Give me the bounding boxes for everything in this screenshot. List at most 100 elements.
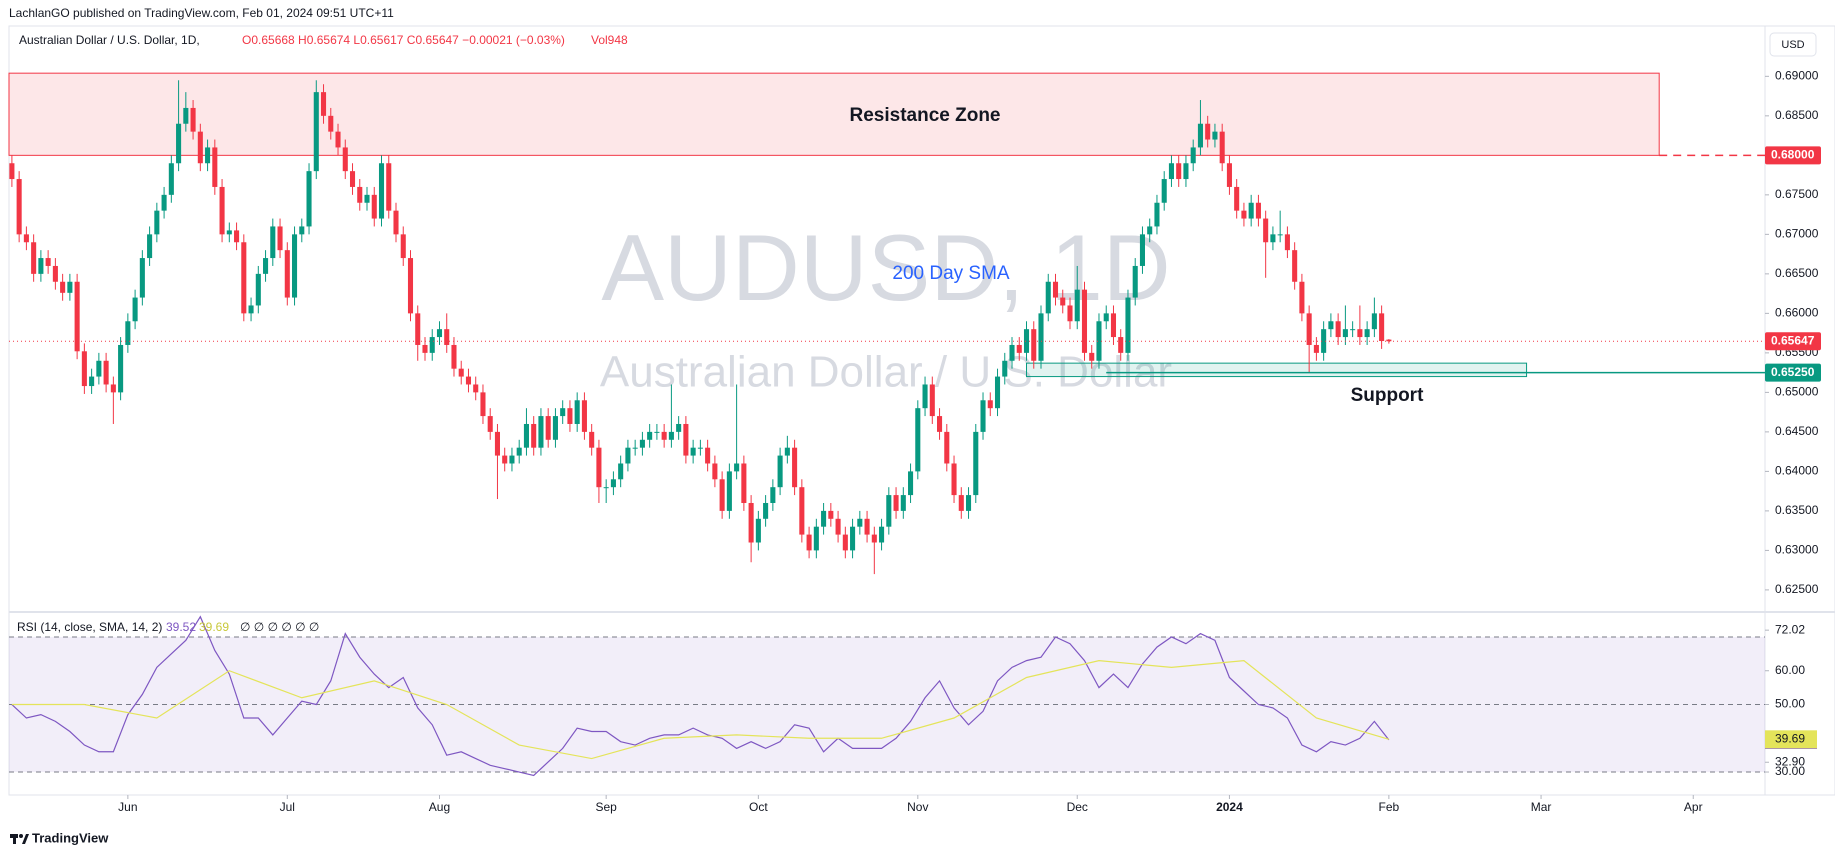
candle-body — [1321, 329, 1327, 353]
candle-body — [734, 463, 740, 472]
candle-body — [1364, 329, 1370, 338]
candle-body — [683, 423, 689, 456]
price-line-box — [1765, 146, 1821, 165]
candle-body — [908, 471, 914, 496]
candle-body — [1125, 297, 1131, 353]
candle-body — [965, 495, 972, 511]
candle-body — [1328, 321, 1334, 330]
candle-body — [16, 179, 22, 235]
candle-body — [451, 344, 457, 369]
candle-body — [1263, 218, 1269, 243]
candle-body — [241, 242, 247, 314]
candle-body — [393, 210, 399, 235]
candle-body — [531, 423, 537, 448]
candle-body — [400, 234, 406, 259]
candle-body — [958, 495, 964, 511]
rsi-ma-legend-value: 39.69 — [199, 620, 229, 634]
candle-body — [871, 534, 877, 543]
candle-body — [110, 384, 116, 393]
candle-body — [654, 431, 660, 433]
y-tick-label: 0.64000 — [1775, 464, 1819, 478]
volume-legend: Vol948 — [591, 33, 628, 47]
candle-body — [610, 479, 616, 488]
candle-body — [81, 351, 87, 387]
candle-body — [386, 163, 392, 211]
candle-body — [176, 123, 182, 164]
candle-body — [741, 463, 747, 503]
candle-body — [552, 416, 558, 440]
candle-body — [270, 226, 276, 259]
currency-button[interactable] — [1769, 32, 1817, 57]
x-tick-label: Nov — [907, 800, 928, 814]
y-tick-label: 0.64500 — [1775, 424, 1819, 438]
brand-name: TradingView — [32, 830, 109, 845]
candle-body — [407, 258, 414, 314]
candle-body — [89, 376, 95, 387]
currency-label[interactable]: USD — [1781, 39, 1804, 51]
candle-body — [1132, 265, 1138, 298]
candle-body — [255, 273, 261, 306]
candle-body — [618, 463, 624, 480]
candle-body — [668, 431, 674, 440]
candle-body — [320, 92, 327, 116]
candle-body — [502, 455, 508, 464]
candle-body — [190, 107, 196, 132]
candle-body — [1270, 234, 1276, 243]
candle-body — [1306, 313, 1312, 345]
candle-body — [234, 230, 240, 243]
candle-body — [118, 344, 124, 393]
candle-body — [226, 230, 232, 235]
rsi-tick-label: 72.02 — [1775, 622, 1805, 636]
symbol-legend: Australian Dollar / U.S. Dollar, 1D, — [19, 33, 200, 47]
candle-body — [1052, 281, 1059, 298]
candle-body — [516, 447, 522, 456]
x-tick-label: Sep — [595, 800, 617, 814]
candle-body — [915, 408, 921, 472]
candle-body — [299, 226, 305, 235]
candle-body — [596, 447, 602, 488]
y-tick-label: 0.68500 — [1775, 108, 1819, 122]
candle-body — [987, 400, 993, 409]
candle-body — [429, 337, 435, 353]
y-tick-label: 0.66500 — [1775, 266, 1819, 280]
candle-body — [1023, 329, 1030, 353]
candle-body — [444, 329, 450, 345]
candle-body — [103, 360, 109, 385]
price-line-box — [1765, 332, 1821, 351]
candle-body — [1248, 202, 1254, 219]
candle-body — [349, 171, 356, 187]
candle-body — [306, 171, 312, 227]
candle-body — [487, 416, 493, 432]
candle-body — [38, 258, 44, 274]
candle-body — [1255, 202, 1261, 219]
candle-body — [263, 258, 269, 274]
candle-body — [292, 234, 298, 298]
candle-body — [23, 234, 29, 243]
candle-body — [712, 463, 718, 480]
ohlc-legend: O0.65668 H0.65674 L0.65617 C0.65647 −0.0… — [242, 33, 565, 47]
candle-body — [1016, 344, 1022, 353]
candle-body — [328, 115, 334, 132]
rsi-tick-label: 32.90 — [1775, 754, 1805, 768]
y-tick-label: 0.67000 — [1775, 227, 1819, 241]
candle-body — [603, 487, 609, 489]
candle-body — [929, 384, 935, 417]
price-line-label: 0.65250 — [1771, 365, 1815, 379]
candle-body — [1139, 234, 1146, 266]
candle-body — [1350, 329, 1356, 331]
candle-body — [523, 423, 529, 448]
candle-body — [473, 384, 479, 393]
candle-body — [1219, 131, 1225, 164]
candle-body — [415, 313, 421, 345]
x-tick-label: Aug — [429, 800, 450, 814]
candle-body — [458, 368, 464, 377]
rsi-line — [11, 615, 1390, 777]
candle-body — [813, 526, 819, 551]
x-tick-label: Apr — [1684, 800, 1703, 814]
candle-body — [850, 526, 856, 551]
candle-body — [1183, 163, 1189, 180]
y-tick-label: 0.69000 — [1775, 69, 1819, 83]
candle-body — [212, 147, 218, 187]
candle-body — [886, 495, 892, 527]
y-tick-label: 0.67500 — [1775, 187, 1819, 201]
